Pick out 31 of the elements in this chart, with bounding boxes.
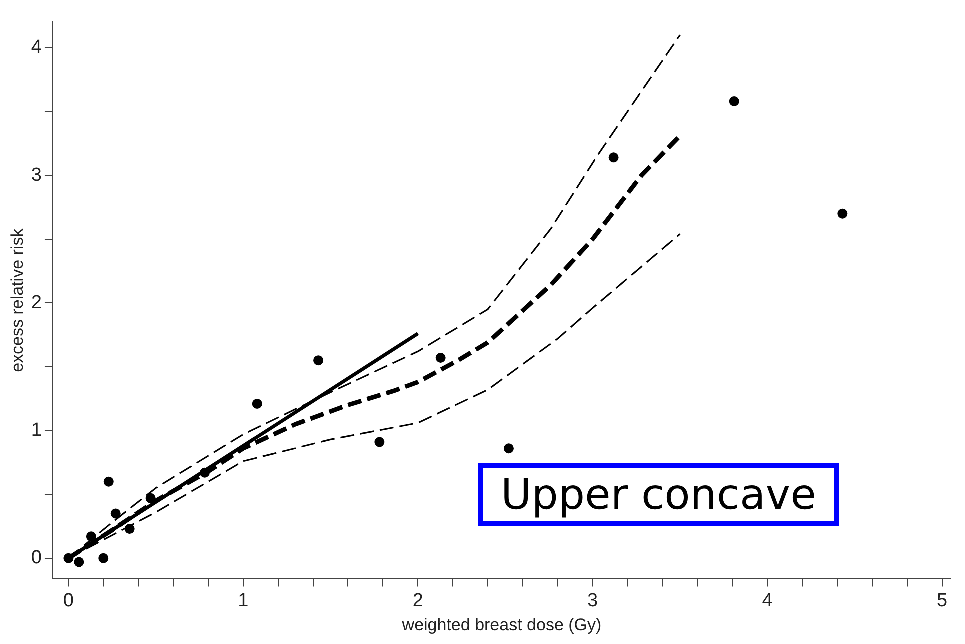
point	[436, 353, 446, 364]
point	[504, 444, 514, 454]
point	[838, 208, 848, 219]
annotation: Upper concave	[478, 463, 840, 526]
x-tick-label: 0	[63, 590, 74, 612]
point	[110, 508, 121, 519]
x-tick-label: 1	[238, 590, 249, 612]
point	[64, 553, 74, 564]
point	[98, 553, 109, 564]
point	[374, 437, 385, 448]
y-tick-label: 2	[31, 292, 42, 314]
y-tick-label: 4	[31, 37, 42, 58]
point	[729, 96, 740, 107]
point	[608, 152, 619, 163]
point	[252, 398, 262, 409]
x-tick-label: 5	[936, 590, 948, 612]
x-tick-label: 2	[412, 590, 424, 612]
y-tick-label: 3	[31, 164, 42, 186]
x-tick-label: 4	[762, 590, 774, 612]
y-tick-label: 1	[31, 420, 42, 441]
x-axis-title: weighted breast dose (Gy)	[401, 615, 602, 634]
point	[86, 532, 96, 542]
point	[200, 468, 210, 478]
y-axis-title: excess relative risk	[8, 228, 27, 372]
point	[74, 557, 84, 568]
point	[314, 356, 324, 366]
point	[104, 476, 114, 487]
point	[124, 524, 135, 534]
point	[146, 493, 156, 504]
x-tick-label: 3	[588, 590, 598, 612]
y-tick-label: 0	[31, 548, 42, 569]
